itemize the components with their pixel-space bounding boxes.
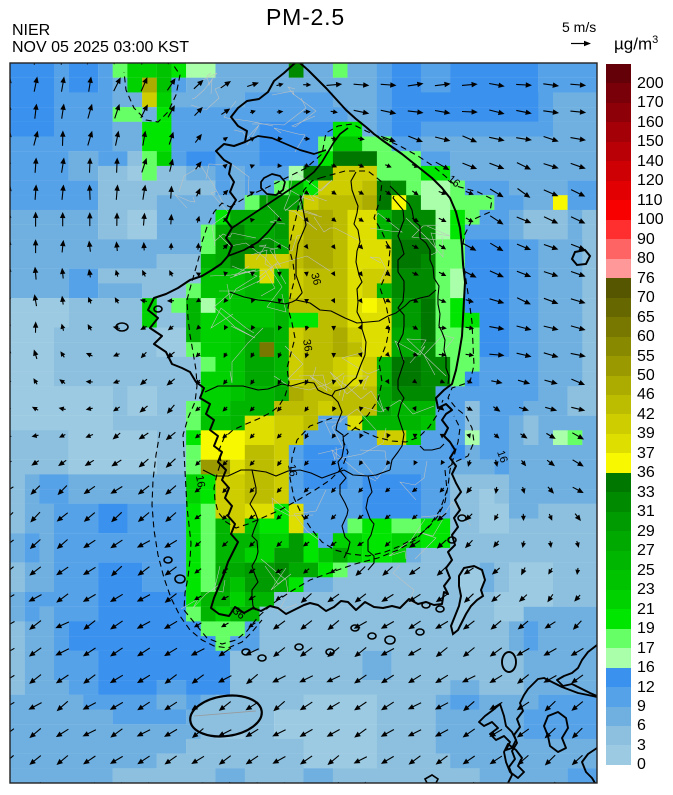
svg-text:36: 36 xyxy=(308,272,323,287)
svg-text:16: 16 xyxy=(193,474,207,488)
svg-text:36: 36 xyxy=(300,338,314,352)
svg-text:16: 16 xyxy=(285,463,299,477)
svg-text:16: 16 xyxy=(494,449,509,465)
